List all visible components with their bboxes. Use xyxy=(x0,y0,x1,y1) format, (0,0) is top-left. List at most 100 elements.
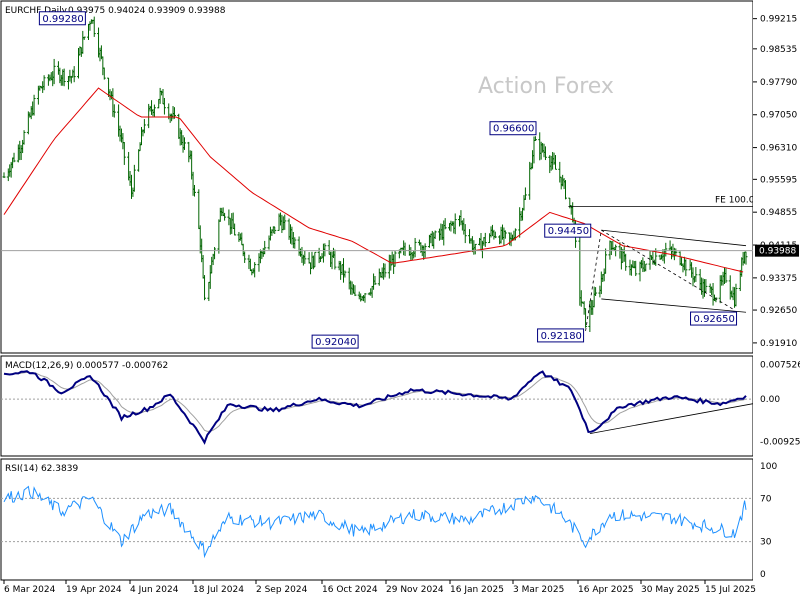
ohlc-bar xyxy=(564,180,568,200)
price-tick-label: 0.95595 xyxy=(760,175,797,185)
date-tick-label: 29 Nov 2024 xyxy=(386,585,444,595)
annotation-box xyxy=(690,311,738,326)
ohlc-bar xyxy=(213,247,217,260)
rsi-tick-label: 70 xyxy=(760,494,772,504)
annotation-label: 0.92180 xyxy=(541,331,582,342)
annotation-box xyxy=(537,328,585,343)
ohlc-bar xyxy=(433,230,437,239)
date-tick-label: 30 May 2025 xyxy=(641,585,700,595)
date-tick-label: 18 Jul 2024 xyxy=(193,585,244,595)
ohlc-bar xyxy=(142,119,146,134)
price-tick-label: 0.92650 xyxy=(760,306,797,316)
ohlc-bar xyxy=(92,16,96,37)
current-price-label: 0.93988 xyxy=(759,247,796,257)
ohlc-bar xyxy=(533,136,537,141)
price-annotation: 0.92180 xyxy=(537,328,585,343)
annotation-label: 0.92040 xyxy=(315,337,356,348)
chart-ohlc-label: 0.93975 0.94024 0.93909 0.93988 xyxy=(68,6,226,16)
channel-upper-line xyxy=(601,229,747,247)
ohlc-bar xyxy=(724,268,728,283)
ohlc-bar xyxy=(122,142,126,165)
macd-tick-label: 0.00 xyxy=(760,395,780,405)
price-annotation: 0.92650 xyxy=(690,311,738,326)
ohlc-bar xyxy=(72,66,76,83)
price-tick-label: 0.97790 xyxy=(760,78,797,88)
ohlc-bar xyxy=(744,251,748,265)
ohlc-bar xyxy=(42,75,46,91)
ohlc-bar xyxy=(694,267,698,282)
ohlc-bar xyxy=(714,297,718,303)
macd-trendline xyxy=(589,403,754,434)
macd-panel[interactable] xyxy=(0,355,754,457)
ohlc-bar xyxy=(293,237,297,249)
ohlc-bar xyxy=(243,251,247,263)
rsi-line xyxy=(3,485,747,559)
ohlc-bar xyxy=(634,260,638,277)
ohlc-bar xyxy=(624,253,628,271)
ohlc-bar xyxy=(193,184,197,197)
ohlc-bar xyxy=(102,67,106,80)
ohlc-bar xyxy=(12,152,16,163)
ohlc-bar xyxy=(523,187,527,200)
rsi-tick-label: 30 xyxy=(760,538,772,548)
price-tick-label: 0.96310 xyxy=(760,144,797,154)
ohlc-bar xyxy=(22,130,26,145)
ohlc-bar xyxy=(82,36,86,40)
date-tick-label: 16 Jan 2025 xyxy=(450,585,504,595)
price-annotation: 0.96600 xyxy=(489,121,537,136)
ohlc-bar xyxy=(182,137,186,150)
annotation-label: 0.94450 xyxy=(548,226,589,237)
ohlc-bar xyxy=(162,97,166,115)
price-tick-label: 0.94855 xyxy=(760,208,797,218)
macd-label: MACD(12,26,9) 0.000577 -0.000762 xyxy=(5,361,168,371)
ohlc-bar xyxy=(233,223,237,236)
ohlc-bar xyxy=(313,251,317,268)
price-tick-label: 0.98535 xyxy=(760,45,797,55)
price-annotation: 0.92040 xyxy=(311,334,359,349)
ohlc-bar xyxy=(333,249,337,270)
annotation-box xyxy=(489,121,537,136)
watermark: Action Forex xyxy=(478,74,614,99)
rsi-label: RSI(14) 62.3839 xyxy=(5,464,78,474)
ohlc-bar xyxy=(203,275,207,301)
price-panel[interactable] xyxy=(0,0,754,354)
ohlc-bar xyxy=(543,146,547,161)
ohlc-bar xyxy=(604,248,608,274)
date-tick-label: 19 Apr 2024 xyxy=(66,585,122,595)
ohlc-bar xyxy=(413,237,417,258)
ohlc-bar xyxy=(132,164,136,192)
ohlc-bar xyxy=(463,224,467,244)
ohlc-bar xyxy=(373,276,377,285)
ohlc-bar xyxy=(223,212,227,221)
ohlc-bar xyxy=(383,263,387,278)
date-tick-label: 6 Mar 2024 xyxy=(4,585,56,595)
ohlc-bar xyxy=(353,285,357,297)
date-tick-label: 16 Oct 2024 xyxy=(322,585,378,595)
price-tick-label: 0.97050 xyxy=(760,111,797,121)
channel-lower-line xyxy=(601,298,747,313)
rsi-tick-label: 0 xyxy=(760,570,766,580)
ohlc-bar xyxy=(674,248,678,257)
ohlc-bar xyxy=(553,155,557,170)
macd-signal-line xyxy=(3,371,747,432)
rsi-panel[interactable] xyxy=(0,458,754,581)
chart-symbol-label: EURCHF,Daily xyxy=(5,6,68,16)
annotation-label: 0.99280 xyxy=(42,14,83,25)
ohlc-bar xyxy=(363,293,367,303)
price-tick-label: 0.91910 xyxy=(760,339,797,349)
ohlc-bar xyxy=(493,231,497,239)
ohlc-bar xyxy=(503,230,507,239)
price-annotation: 0.99280 xyxy=(38,11,86,26)
ohlc-bar xyxy=(32,94,36,116)
wave-dashed-line xyxy=(601,229,735,311)
fe-level-label: FE 100.0 xyxy=(715,196,755,206)
ohlc-bar xyxy=(473,243,477,255)
ohlc-bar xyxy=(483,232,487,247)
annotation-box xyxy=(311,334,359,349)
current-price-marker xyxy=(755,244,799,257)
ohlc-bar xyxy=(453,213,457,235)
annotation-box xyxy=(544,223,592,238)
ohlc-bar xyxy=(273,226,277,235)
date-tick-label: 4 Jun 2024 xyxy=(130,585,179,595)
